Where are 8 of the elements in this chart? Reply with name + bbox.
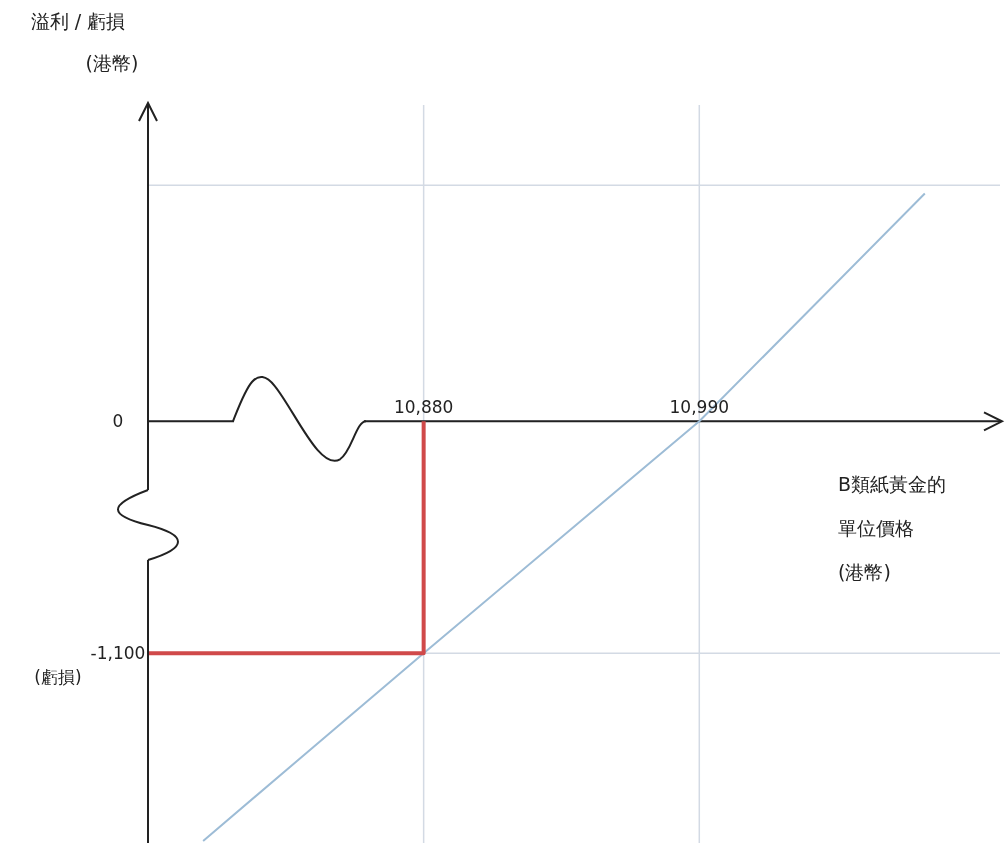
- x-tick-label: 10,880: [393, 397, 454, 418]
- x-axis-title: B類紙黃金的單位價格(港幣): [838, 472, 948, 585]
- text: (虧損): [34, 667, 82, 688]
- y-axis-title: 溢利 / 虧損(港幣): [30, 10, 139, 74]
- x-tick-label: 10,990: [669, 397, 730, 418]
- y-tick-label: 0: [112, 411, 124, 432]
- y-tick-label: -1,100: [90, 643, 146, 664]
- line-series: [202, 192, 926, 842]
